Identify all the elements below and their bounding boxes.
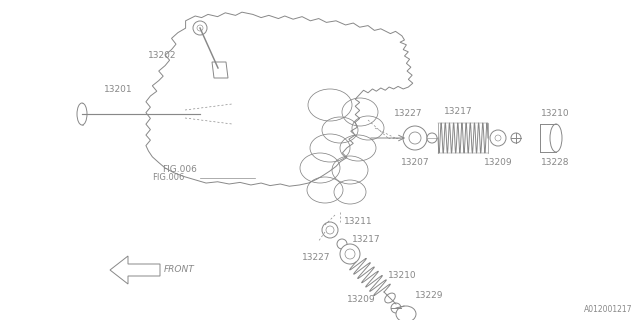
Text: 13210: 13210 (541, 109, 570, 118)
Text: FIG.006: FIG.006 (162, 165, 197, 174)
Text: 13202: 13202 (148, 51, 177, 60)
Circle shape (403, 126, 427, 150)
Ellipse shape (396, 306, 416, 320)
Text: 13211: 13211 (344, 218, 372, 227)
Text: FIG.006: FIG.006 (152, 173, 184, 182)
Text: 13217: 13217 (352, 236, 381, 244)
Circle shape (495, 135, 501, 141)
Text: 13217: 13217 (444, 107, 472, 116)
Text: 13228: 13228 (541, 158, 569, 167)
Circle shape (427, 133, 437, 143)
Text: 13209: 13209 (484, 158, 512, 167)
Text: 13210: 13210 (388, 271, 417, 281)
Circle shape (511, 133, 521, 143)
Ellipse shape (385, 293, 396, 303)
Polygon shape (212, 62, 228, 78)
Circle shape (391, 303, 401, 313)
Text: 13227: 13227 (394, 109, 422, 118)
Circle shape (490, 130, 506, 146)
Text: A012001217: A012001217 (584, 305, 632, 314)
Text: 13207: 13207 (401, 158, 429, 167)
Ellipse shape (77, 103, 87, 125)
Ellipse shape (550, 124, 562, 152)
Circle shape (337, 239, 347, 249)
Text: 13201: 13201 (104, 85, 132, 94)
Circle shape (340, 244, 360, 264)
Polygon shape (110, 256, 160, 284)
Circle shape (409, 132, 421, 144)
Text: 13209: 13209 (348, 295, 376, 305)
Text: FRONT: FRONT (164, 266, 195, 275)
Text: 13227: 13227 (301, 253, 330, 262)
Circle shape (345, 249, 355, 259)
Text: 13229: 13229 (415, 292, 444, 300)
